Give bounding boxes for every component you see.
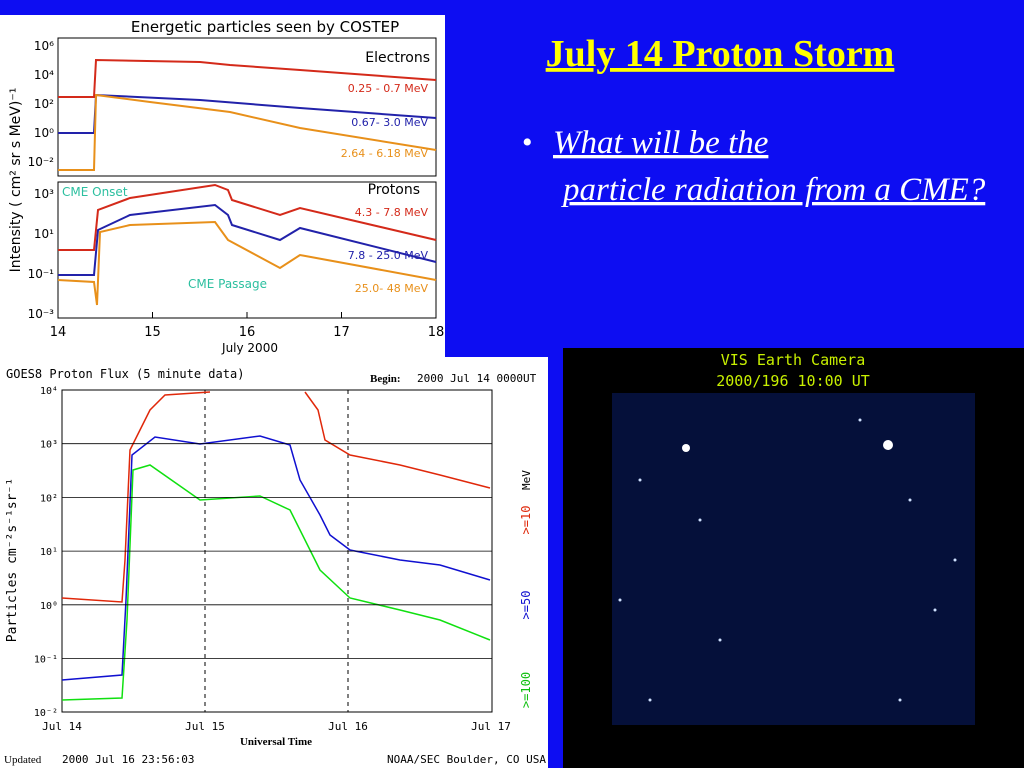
- y-tick-label: 10¹: [34, 227, 54, 241]
- x-tick-label: 15: [144, 325, 161, 340]
- star: [898, 698, 902, 702]
- y-tick-label: 10¹: [40, 547, 58, 558]
- updated-label: Updated: [4, 754, 42, 766]
- y-tick-label: 10⁻²: [34, 708, 58, 719]
- star: [953, 558, 957, 562]
- x-tick-label: 16: [239, 325, 256, 340]
- legend-unit: MeV: [520, 470, 533, 490]
- costep-panel: Energetic particles seen by COSTEP Elect…: [0, 15, 445, 357]
- channel-label: 0.67- 3.0 MeV: [351, 116, 428, 129]
- curve: [58, 183, 437, 251]
- x-tick-label: Jul 17: [471, 720, 511, 733]
- channel-label: 2.64 - 6.18 MeV: [341, 147, 429, 160]
- star: [648, 698, 652, 702]
- x-tick-label: Jul 14: [42, 720, 82, 733]
- y-axis-label: Particles cm⁻²s⁻¹sr⁻¹: [5, 478, 20, 642]
- y-tick-label: 10⁻¹: [28, 267, 55, 281]
- bullet: What will be the particle radiation from …: [553, 125, 986, 208]
- curve: [58, 58, 437, 98]
- y-tick-label: 10⁴: [34, 68, 54, 82]
- curve: [61, 464, 491, 701]
- credit: NOAA/SEC Boulder, CO USA: [387, 753, 546, 766]
- channel-label: 4.3 - 7.8 MeV: [355, 206, 429, 219]
- curve: [57, 220, 437, 306]
- x-axis-label: July 2000: [221, 341, 278, 355]
- camera-subtitle: 2000/196 10:00 UT: [716, 372, 870, 390]
- star: [933, 608, 937, 612]
- y-axis-label: Intensity ( cm² sr s MeV)⁻¹: [8, 88, 24, 273]
- camera-title: VIS Earth Camera: [721, 351, 866, 369]
- panel-bg: [0, 357, 548, 768]
- x-tick-label: Jul 16: [328, 720, 368, 733]
- curve: [61, 391, 211, 603]
- y-tick-label: 10⁻³: [28, 307, 55, 321]
- legend-entry: >=10: [519, 506, 533, 535]
- annotation: CME Passage: [188, 277, 267, 291]
- curve: [58, 93, 437, 134]
- x-axis-label: Universal Time: [240, 736, 312, 748]
- legend-entry: >=50: [519, 591, 533, 620]
- panel-bg: [0, 15, 445, 357]
- slide-title: July 14 Proton Storm: [546, 33, 895, 75]
- camera-panel: VIS Earth Camera 2000/196 10:00 UT: [563, 348, 1024, 768]
- curve: [58, 93, 437, 171]
- y-tick-label: 10⁰: [34, 126, 54, 140]
- image-bg: [612, 393, 975, 725]
- y-tick-label: 10⁻¹: [34, 655, 58, 666]
- channel-label: 25.0- 48 MeV: [355, 282, 429, 295]
- star: [618, 598, 622, 602]
- star: [883, 440, 893, 450]
- curve: [304, 391, 491, 489]
- star: [718, 638, 722, 642]
- star: [682, 444, 690, 452]
- begin-label: Begin:: [370, 373, 401, 385]
- panel-title: Energetic particles seen by COSTEP: [131, 18, 399, 36]
- star: [638, 478, 642, 482]
- goes-panel: GOES8 Proton Flux (5 minute data) Begin:…: [0, 357, 548, 768]
- bullet-dot: •: [522, 126, 533, 159]
- x-tick-label: Jul 15: [185, 720, 225, 733]
- y-tick-label: 10⁰: [40, 601, 58, 612]
- y-tick-label: 10²: [40, 493, 58, 504]
- begin: 2000 Jul 14 0000UT: [417, 372, 537, 385]
- y-tick-label: 10³: [34, 187, 54, 201]
- x-tick-label: 17: [333, 325, 350, 340]
- x-tick-label: 14: [50, 325, 67, 340]
- star: [908, 498, 912, 502]
- y-tick-label: 10³: [40, 440, 58, 451]
- legend-entry: >=100: [519, 672, 533, 708]
- updated: 2000 Jul 16 23:56:03: [62, 753, 194, 766]
- star: [698, 518, 702, 522]
- y-tick-label: 10²: [34, 97, 54, 111]
- bullet-line: particle radiation from a CME?: [561, 172, 986, 208]
- y-tick-label: 10⁻²: [28, 155, 55, 169]
- panel-label: Protons: [368, 182, 420, 198]
- bullet-line: What will be the: [553, 125, 768, 161]
- channel-label: 7.8 - 25.0 MeV: [348, 249, 429, 262]
- plot-frame: [57, 37, 437, 177]
- y-tick-label: 10⁴: [40, 386, 58, 397]
- y-tick-label: 10⁶: [34, 39, 54, 53]
- panel-title: GOES8 Proton Flux (5 minute data): [6, 367, 244, 381]
- x-tick-label: 18: [428, 325, 445, 340]
- channel-label: 0.25 - 0.7 MeV: [348, 82, 429, 95]
- curve: [61, 435, 491, 681]
- panel-label: Electrons: [365, 50, 430, 66]
- curve: [58, 203, 437, 276]
- star: [858, 418, 862, 422]
- annotation: CME Onset: [62, 185, 128, 199]
